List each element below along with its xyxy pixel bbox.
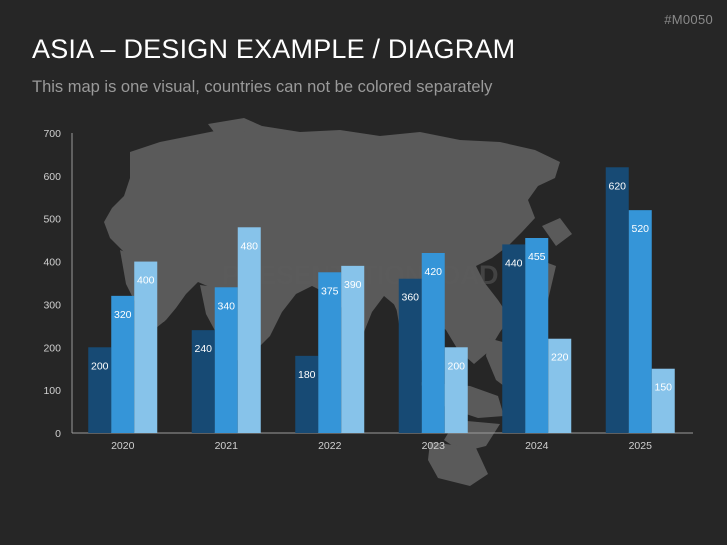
slide-code: #M0050 bbox=[664, 12, 713, 27]
bar-2025-series-3 bbox=[651, 368, 675, 433]
bar-2020-series-1 bbox=[88, 347, 112, 433]
y-tick-label: 100 bbox=[43, 385, 61, 397]
data-label: 390 bbox=[344, 279, 362, 291]
y-tick-label: 200 bbox=[43, 342, 61, 354]
asia-landmass-main bbox=[104, 126, 560, 364]
y-tick-label: 400 bbox=[43, 257, 61, 269]
bar-2022-series-2 bbox=[318, 272, 342, 433]
data-label: 320 bbox=[114, 309, 132, 321]
data-label: 455 bbox=[528, 251, 546, 263]
asia-island-7 bbox=[428, 442, 488, 486]
y-tick-label: 0 bbox=[55, 428, 61, 440]
slide-subtitle: This map is one visual, countries can no… bbox=[32, 78, 493, 96]
bar-2024-series-3 bbox=[548, 338, 572, 433]
data-label: 220 bbox=[551, 352, 569, 364]
x-tick-label: 2024 bbox=[525, 440, 549, 452]
data-label: 620 bbox=[608, 180, 626, 192]
bar-2023-series-2 bbox=[421, 253, 445, 433]
y-tick-label: 700 bbox=[43, 128, 61, 140]
data-label: 200 bbox=[447, 360, 465, 372]
bar-2022-series-3 bbox=[341, 265, 365, 433]
data-label: 440 bbox=[505, 257, 523, 269]
data-label: 200 bbox=[91, 360, 109, 372]
y-tick-labels: 0 100 200 300 400 500 600 700 bbox=[43, 128, 61, 440]
data-label: 150 bbox=[654, 382, 672, 394]
x-tick-label: 2023 bbox=[422, 440, 446, 452]
data-label: 400 bbox=[137, 275, 155, 287]
data-label: 480 bbox=[240, 240, 258, 252]
bar-2025-series-1 bbox=[605, 167, 629, 434]
bars bbox=[88, 167, 675, 434]
bar-2025-series-2 bbox=[628, 210, 652, 433]
data-labels: 200 320 400 240 340 480 180 375 390 360 420 200 440 4… bbox=[91, 180, 672, 393]
y-tick-label: 500 bbox=[43, 214, 61, 226]
slide-title: ASIA – DESIGN EXAMPLE / DIAGRAM bbox=[32, 34, 516, 64]
asia-island-5 bbox=[542, 218, 572, 246]
data-label: 375 bbox=[321, 285, 339, 297]
bar-2021-series-2 bbox=[214, 287, 238, 433]
bar-2024-series-1 bbox=[502, 244, 526, 433]
x-tick-label: 2021 bbox=[215, 440, 239, 452]
x-tick-label: 2022 bbox=[318, 440, 342, 452]
x-tick-label: 2020 bbox=[111, 440, 135, 452]
bar-2021-series-1 bbox=[191, 330, 215, 433]
y-tick-label: 300 bbox=[43, 299, 61, 311]
data-label: 360 bbox=[401, 292, 419, 304]
x-tick-label: 2025 bbox=[629, 440, 653, 452]
data-label: 420 bbox=[424, 266, 442, 278]
bar-2020-series-2 bbox=[111, 295, 135, 433]
bar-2024-series-2 bbox=[525, 238, 549, 433]
data-label: 340 bbox=[217, 300, 235, 312]
bar-2023-series-3 bbox=[444, 347, 468, 433]
bar-2020-series-3 bbox=[134, 261, 158, 433]
data-label: 240 bbox=[194, 343, 212, 355]
y-tick-label: 600 bbox=[43, 171, 61, 183]
x-tick-labels: 2020 2021 2022 2023 2024 2025 bbox=[111, 440, 652, 452]
bar-2023-series-1 bbox=[398, 278, 422, 433]
data-label: 520 bbox=[631, 223, 649, 235]
bar-2022-series-1 bbox=[295, 355, 319, 433]
data-label: 180 bbox=[298, 369, 316, 381]
asia-island-6 bbox=[208, 118, 262, 134]
bar-2021-series-3 bbox=[237, 227, 261, 433]
